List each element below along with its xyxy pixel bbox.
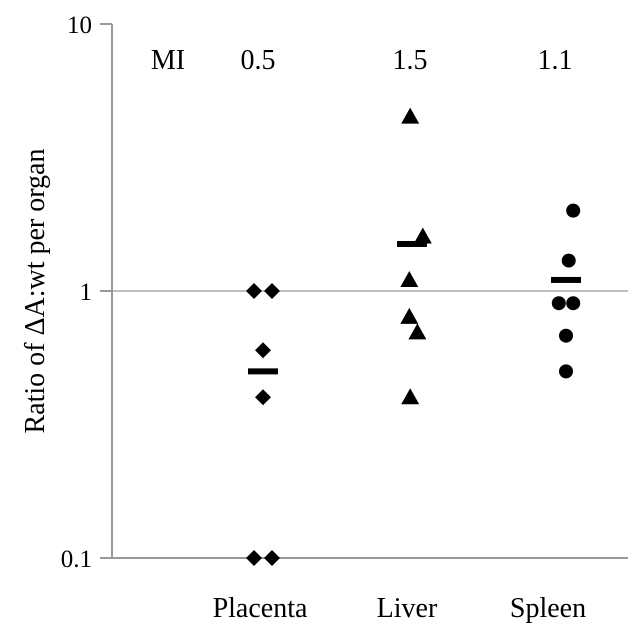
- liver-data-point: [401, 107, 420, 124]
- placenta-mean-bar: [248, 368, 278, 375]
- placenta-data-point: [255, 342, 271, 359]
- y-tick-label: 10: [67, 12, 92, 39]
- mi-value-spleen: 1.1: [538, 45, 573, 76]
- placenta-data-point: [246, 550, 262, 566]
- liver-mean-bar: [397, 240, 427, 247]
- placenta-data-point: [264, 550, 280, 566]
- placenta-data-point: [255, 389, 271, 406]
- spleen-data-point: [559, 328, 573, 343]
- category-label-spleen: Spleen: [510, 593, 586, 624]
- category-label-placenta: Placenta: [213, 593, 308, 624]
- spleen-data-point: [566, 203, 581, 218]
- liver-data-point: [400, 307, 419, 324]
- mi-label: MI: [151, 45, 185, 76]
- spleen-data-point: [566, 296, 581, 311]
- spleen-data-point: [561, 253, 576, 268]
- liver-data-point: [408, 323, 427, 340]
- mi-value-placenta: 0.5: [241, 45, 276, 76]
- y-tick-label: 0.1: [61, 546, 92, 573]
- y-axis-title: Ratio of ΔA:wt per organ: [20, 149, 51, 434]
- spleen-data-point: [559, 364, 573, 379]
- y-tick-label: 1: [80, 279, 93, 306]
- placenta-data-point: [264, 283, 280, 299]
- spleen-data-point: [551, 296, 566, 311]
- liver-data-point: [400, 270, 419, 287]
- mi-value-liver: 1.5: [393, 45, 428, 76]
- liver-data-point: [401, 388, 420, 405]
- liver-data-point: [413, 227, 432, 244]
- placenta-data-point: [246, 283, 262, 299]
- category-label-liver: Liver: [377, 593, 438, 624]
- data-marks: [246, 107, 581, 566]
- spleen-mean-bar: [551, 276, 581, 283]
